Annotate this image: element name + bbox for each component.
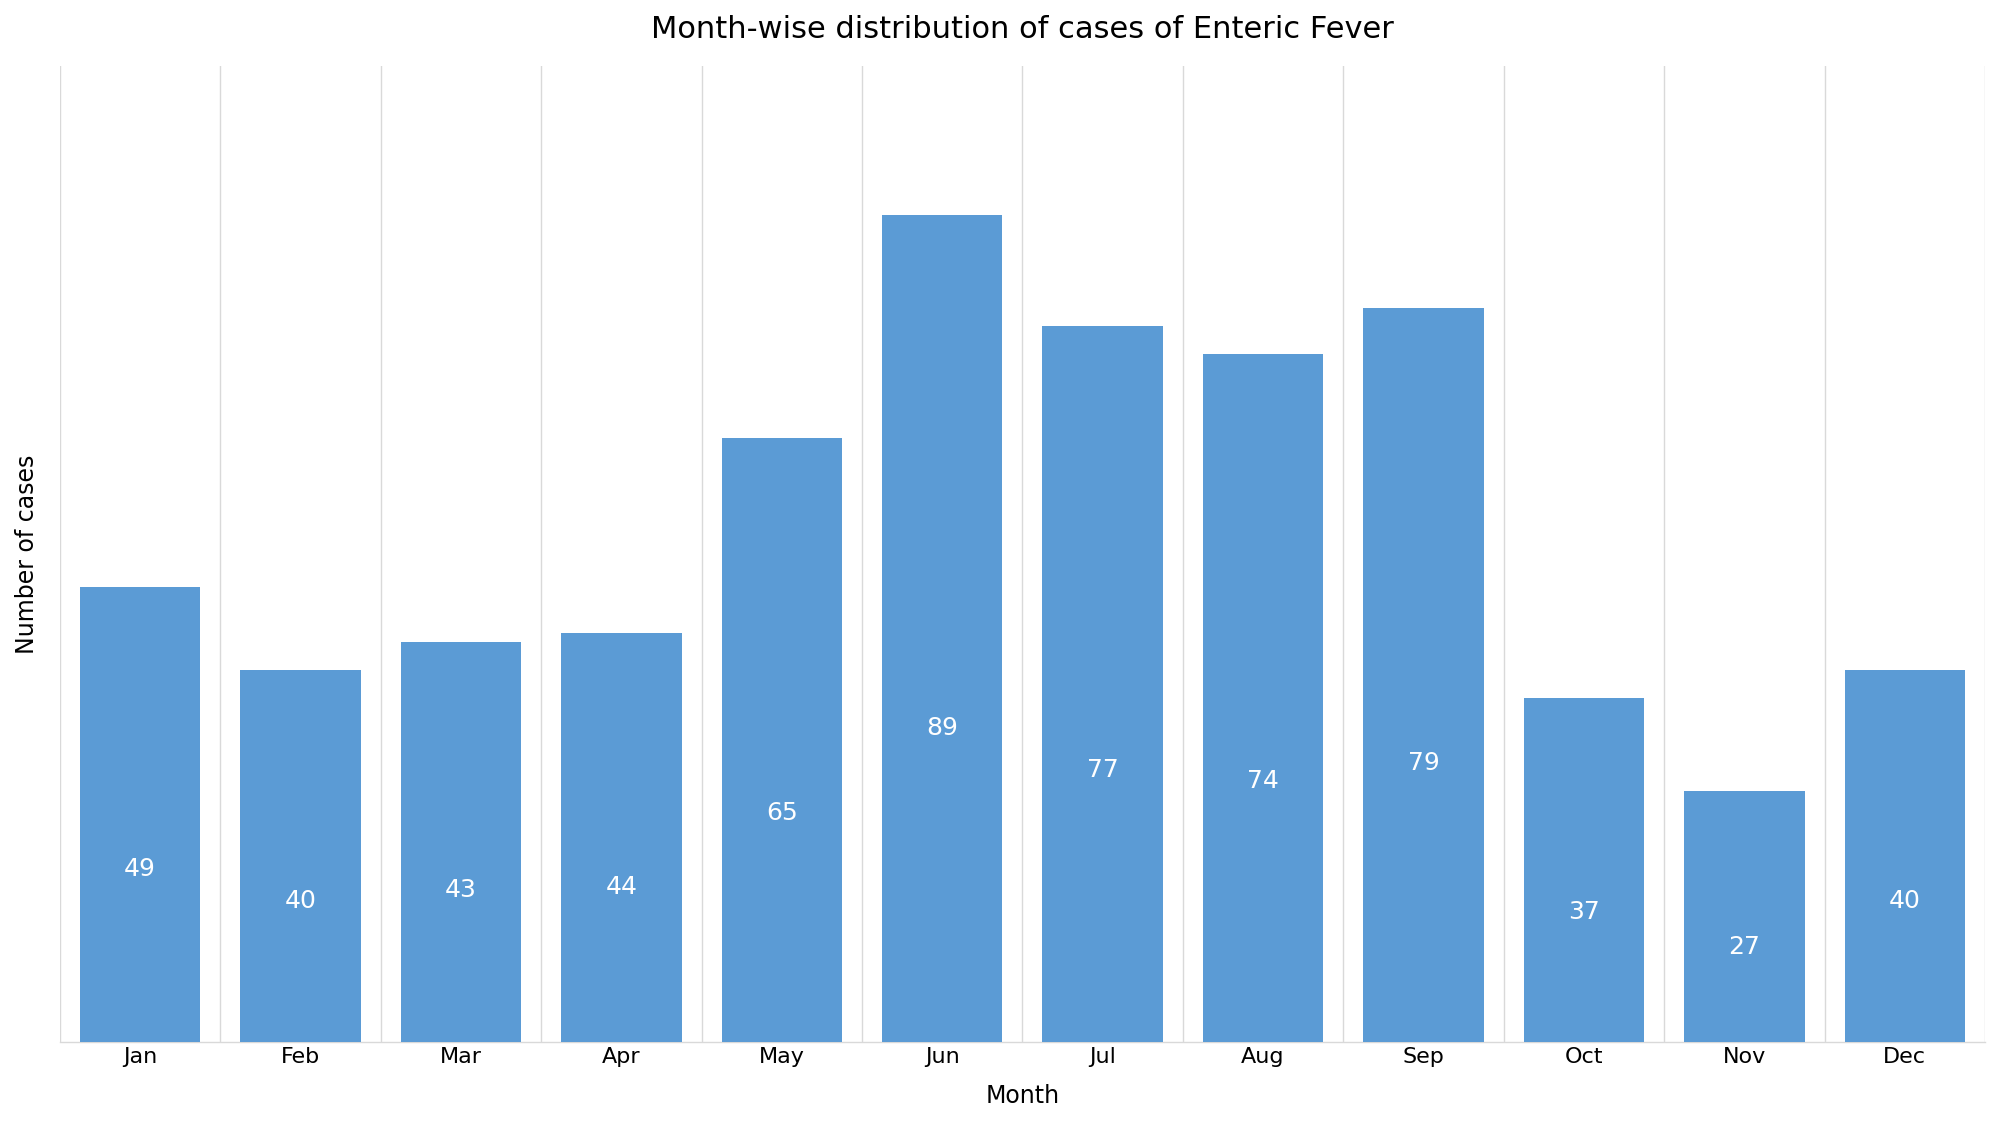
Text: 77: 77 <box>1086 758 1118 783</box>
Bar <box>400 642 522 1042</box>
Bar <box>882 214 1002 1042</box>
Bar <box>240 670 360 1042</box>
Text: 74: 74 <box>1248 769 1278 793</box>
Bar <box>1202 354 1324 1042</box>
Text: 43: 43 <box>444 878 476 903</box>
Bar <box>562 633 682 1042</box>
Bar <box>80 586 200 1042</box>
Text: 65: 65 <box>766 801 798 824</box>
Text: 40: 40 <box>1888 889 1920 913</box>
Text: 89: 89 <box>926 715 958 740</box>
Text: 44: 44 <box>606 875 638 898</box>
Bar <box>1042 326 1162 1042</box>
X-axis label: Month: Month <box>986 1084 1060 1108</box>
Text: 37: 37 <box>1568 900 1600 924</box>
Title: Month-wise distribution of cases of Enteric Fever: Month-wise distribution of cases of Ente… <box>650 15 1394 44</box>
Text: 40: 40 <box>284 889 316 913</box>
Y-axis label: Number of cases: Number of cases <box>14 455 40 654</box>
Bar <box>722 438 842 1042</box>
Bar <box>1844 670 1964 1042</box>
Bar <box>1684 792 1804 1042</box>
Bar <box>1364 308 1484 1042</box>
Text: 79: 79 <box>1408 751 1440 775</box>
Bar <box>1524 699 1644 1042</box>
Text: 49: 49 <box>124 857 156 882</box>
Text: 27: 27 <box>1728 935 1760 959</box>
